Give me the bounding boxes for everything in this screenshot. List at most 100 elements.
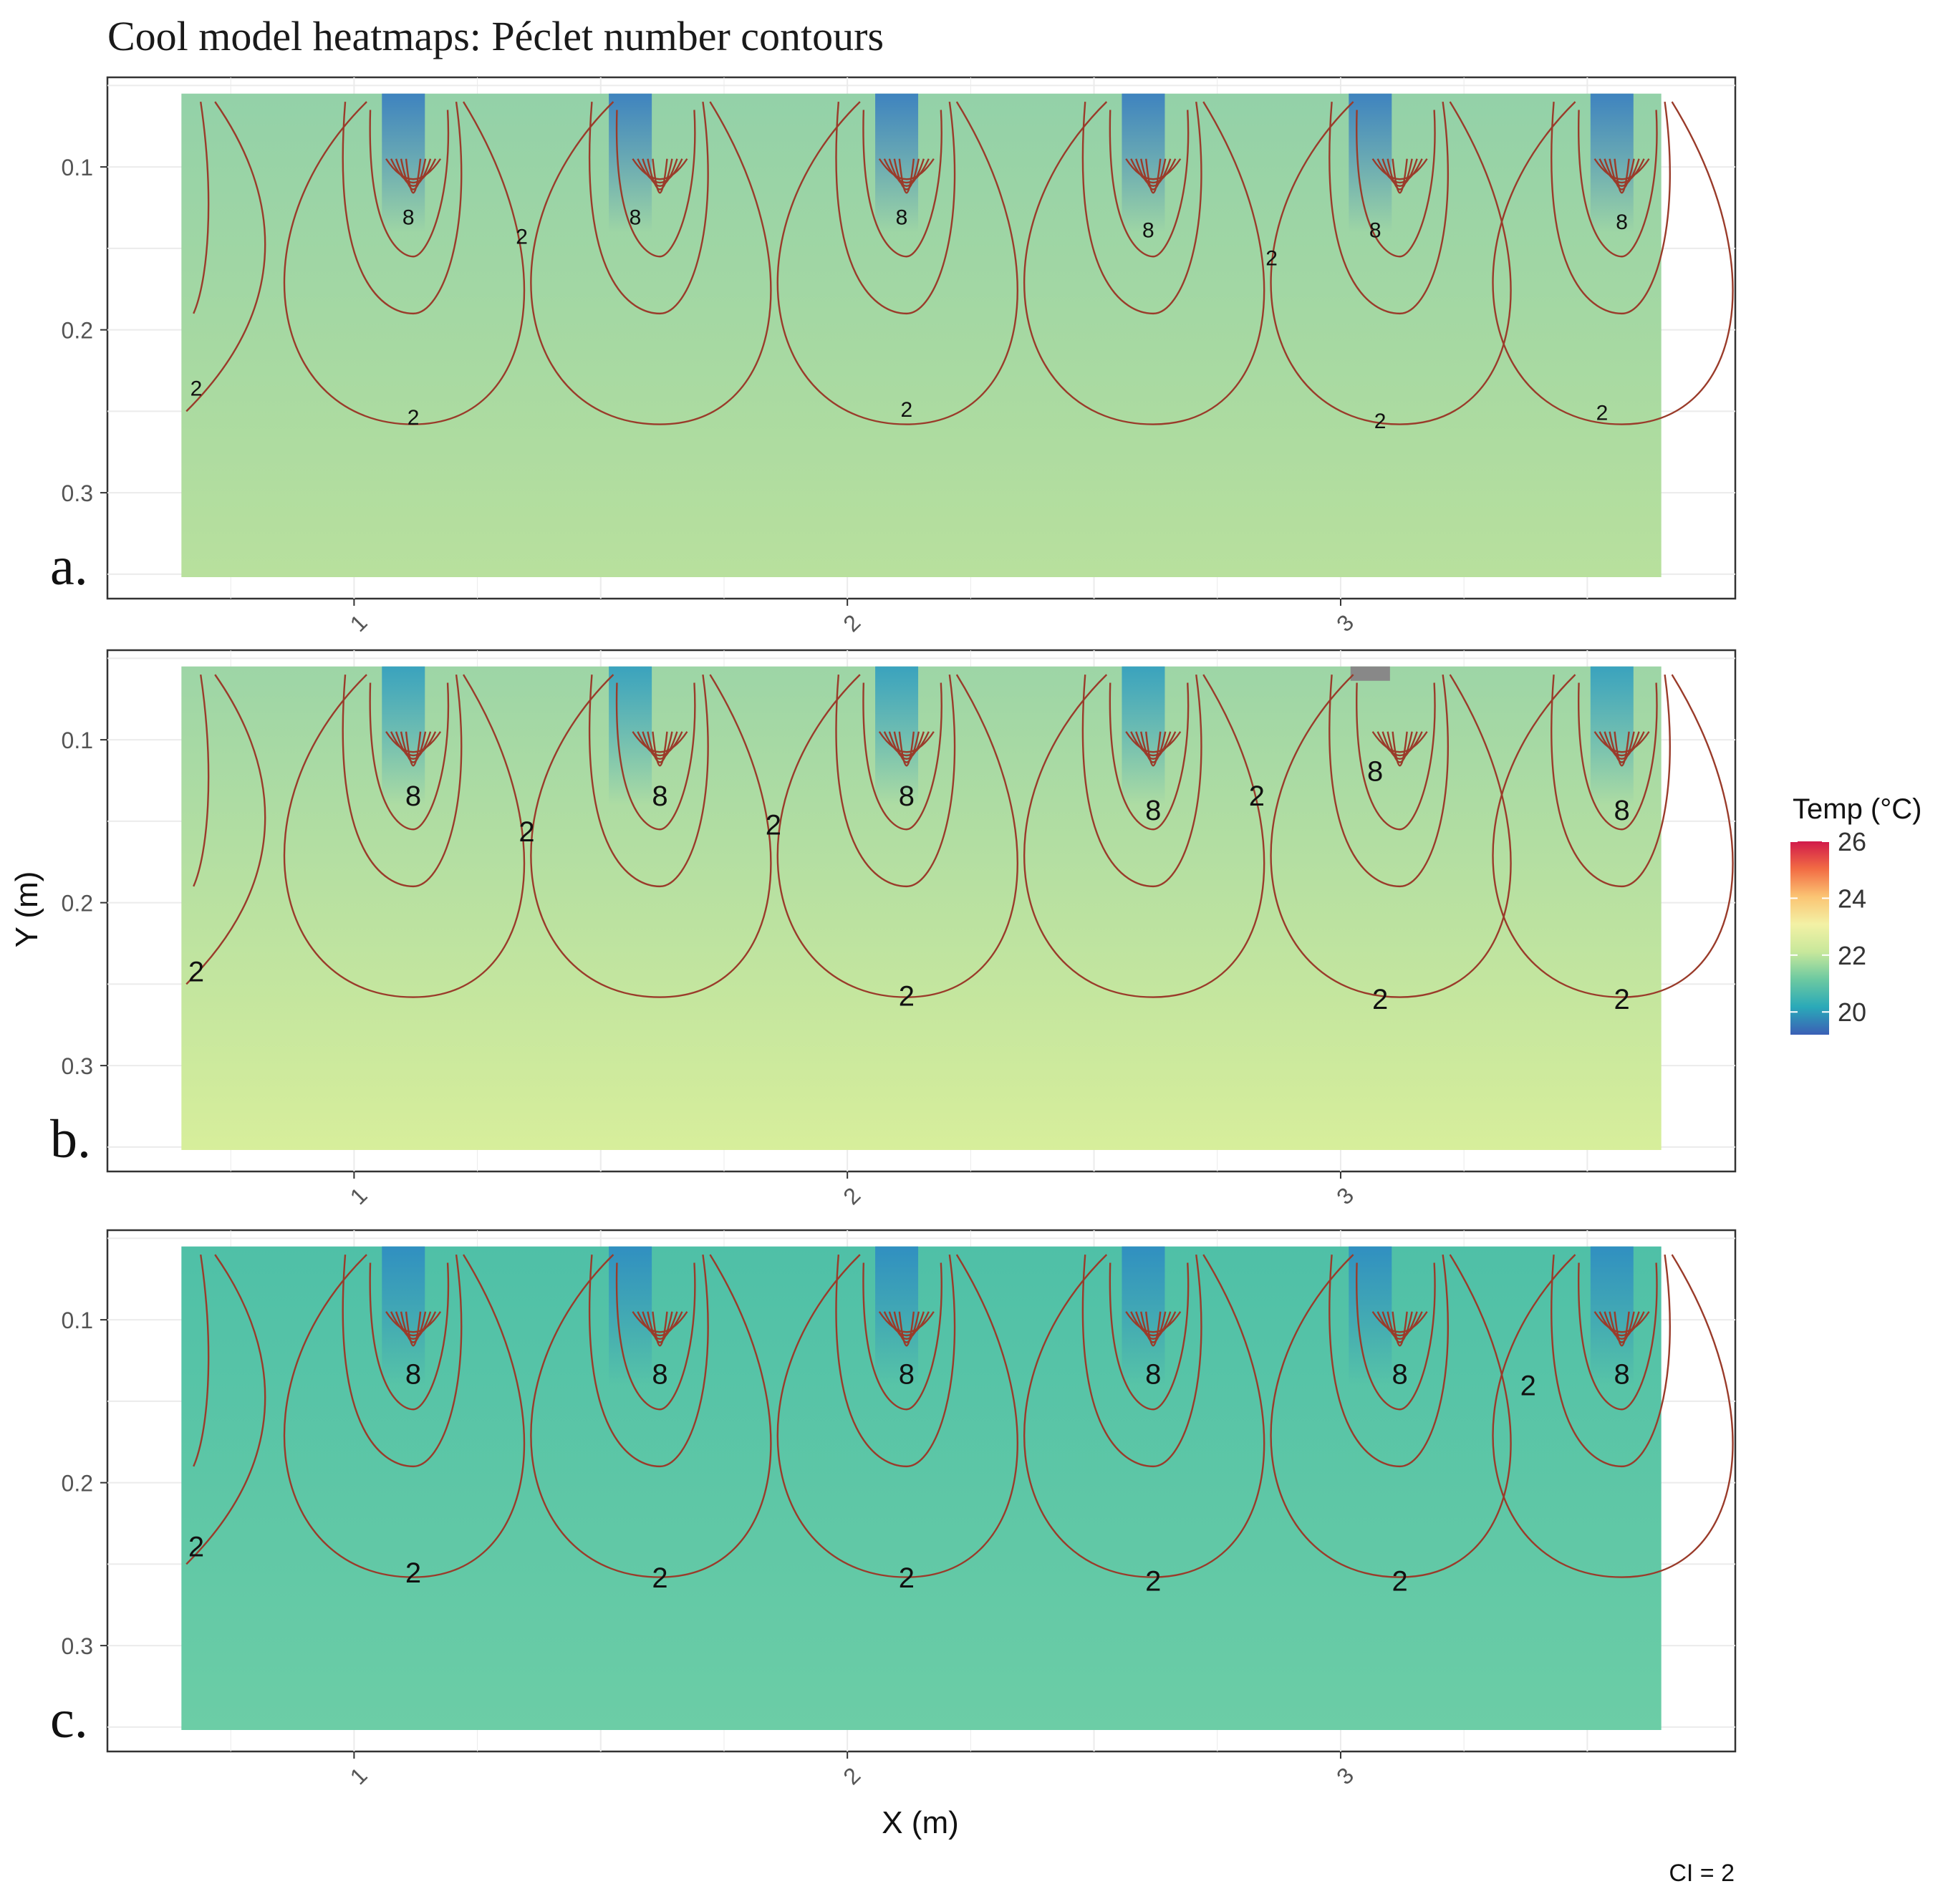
contour-3 [588,1254,709,1468]
missing-data-cell [1350,666,1390,681]
contour-label: 2 [1372,984,1388,1015]
contour-high [898,1311,915,1347]
contour-high [1145,731,1162,767]
contours [185,674,1734,998]
contour-2 [776,101,1018,425]
contour-2 [1492,1254,1734,1578]
legend-title: Temp (°C) [1793,793,1921,825]
contour-4 [1578,1262,1658,1411]
contour-3 [1081,1254,1202,1468]
contour-high [1371,158,1428,180]
contour-2 [776,674,1018,998]
contour-2 [283,674,526,998]
contour-4 [1109,682,1190,831]
contour-label: 2 [1249,781,1265,812]
contour-4 [369,1262,450,1411]
contour-label: 2 [1374,410,1387,433]
contour-3 [588,101,709,315]
contour-label: 2 [1614,984,1629,1015]
contour-label: 8 [1367,756,1383,788]
contour-high [1145,1311,1162,1347]
contour-high [390,1311,437,1336]
x-tick-label: 1 [345,1182,372,1209]
contour-label: 2 [188,956,204,987]
contour-high [652,158,668,194]
contour-high [390,158,437,183]
contours [185,101,1734,425]
panels: 2 2 2 2 2 2 2 8 8 8 8 8 8 a. 0.1 0.2 0.3 1 2 3 2 2 2 2 2 2 2 8 8 8 8 8 8… [50,76,1737,1789]
contour-high [878,158,935,180]
panel-label: c. [50,1689,88,1749]
x-tick-label: 3 [1331,1182,1359,1209]
contour-high [405,158,422,194]
contour-high [1135,731,1172,760]
contour-high [1125,731,1182,753]
contour-high [642,731,678,760]
contour-high [1593,158,1650,180]
contour-label: 2 [899,1562,915,1594]
contour-4 [862,110,942,258]
contour-2 [1492,101,1734,425]
y-tick-label: 0.3 [62,1633,93,1659]
contour-3 [835,1254,956,1468]
chart-title: Cool model heatmaps: Péclet number conto… [107,13,884,59]
contour-4 [1356,1262,1436,1411]
contour-3 [342,674,463,888]
contour-3 [835,674,956,888]
contour-2 [530,1254,772,1578]
contour-label: 2 [899,981,915,1013]
contour-edge [193,101,210,314]
contour-high [1593,1311,1650,1333]
contour-label: 8 [1145,795,1161,826]
contour-high [400,1311,427,1343]
contour-label: 2 [191,377,203,400]
panel-2: 2 2 2 2 2 2 2 8 8 8 8 8 8 b. 0.1 0.2 0.3 1 2 3 [50,649,1737,1209]
contour-edge [193,1254,210,1467]
cold-jet [609,1246,652,1386]
contour-high [878,731,935,753]
contour-edge [185,1254,266,1565]
y-tick-label: 0.1 [62,728,93,753]
contour-high [1125,1311,1182,1333]
contour-label: 2 [900,398,912,422]
contour-high [1381,1311,1418,1340]
contour-4 [369,110,450,258]
contour-high [883,158,930,183]
contour-high [1371,1311,1428,1333]
contour-3 [1328,1254,1450,1468]
contour-2 [283,101,526,425]
contour-high [395,731,432,760]
contour-high [632,158,688,180]
y-tick-label: 0.2 [62,891,93,917]
contour-label: 2 [1145,1565,1161,1597]
contour-high [647,731,673,763]
contour-3 [588,674,709,888]
contour-high [1387,731,1413,763]
contour-high [1130,158,1177,183]
contour-high [1609,1311,1635,1343]
contour-high [893,1311,920,1343]
cold-jet [1349,1246,1392,1386]
contour-label: 2 [405,1557,421,1589]
x-tick-label: 3 [1331,1762,1359,1789]
contour-2 [1270,101,1512,425]
contour-label: 8 [899,781,915,812]
contour-4 [862,682,942,831]
contour-high [1130,731,1177,756]
contour-label: 8 [1145,1358,1161,1390]
contour-edge [185,674,266,985]
contour-2 [1492,674,1734,998]
contour-4 [1578,110,1658,258]
contour-label: 8 [896,206,908,229]
contour-high [1604,731,1640,760]
contour-high [637,158,683,183]
contour-high [878,1311,935,1333]
panel-1: 2 2 2 2 2 2 2 8 8 8 8 8 8 a. 0.1 0.2 0.3 1 2 3 [50,76,1737,637]
contour-high [405,731,422,767]
contour-high [390,731,437,756]
contour-2 [1270,1254,1512,1578]
contour-3 [342,101,463,315]
contour-4 [615,1262,696,1411]
contour-label: 8 [1392,1358,1407,1390]
contour-label: 8 [1142,219,1154,243]
